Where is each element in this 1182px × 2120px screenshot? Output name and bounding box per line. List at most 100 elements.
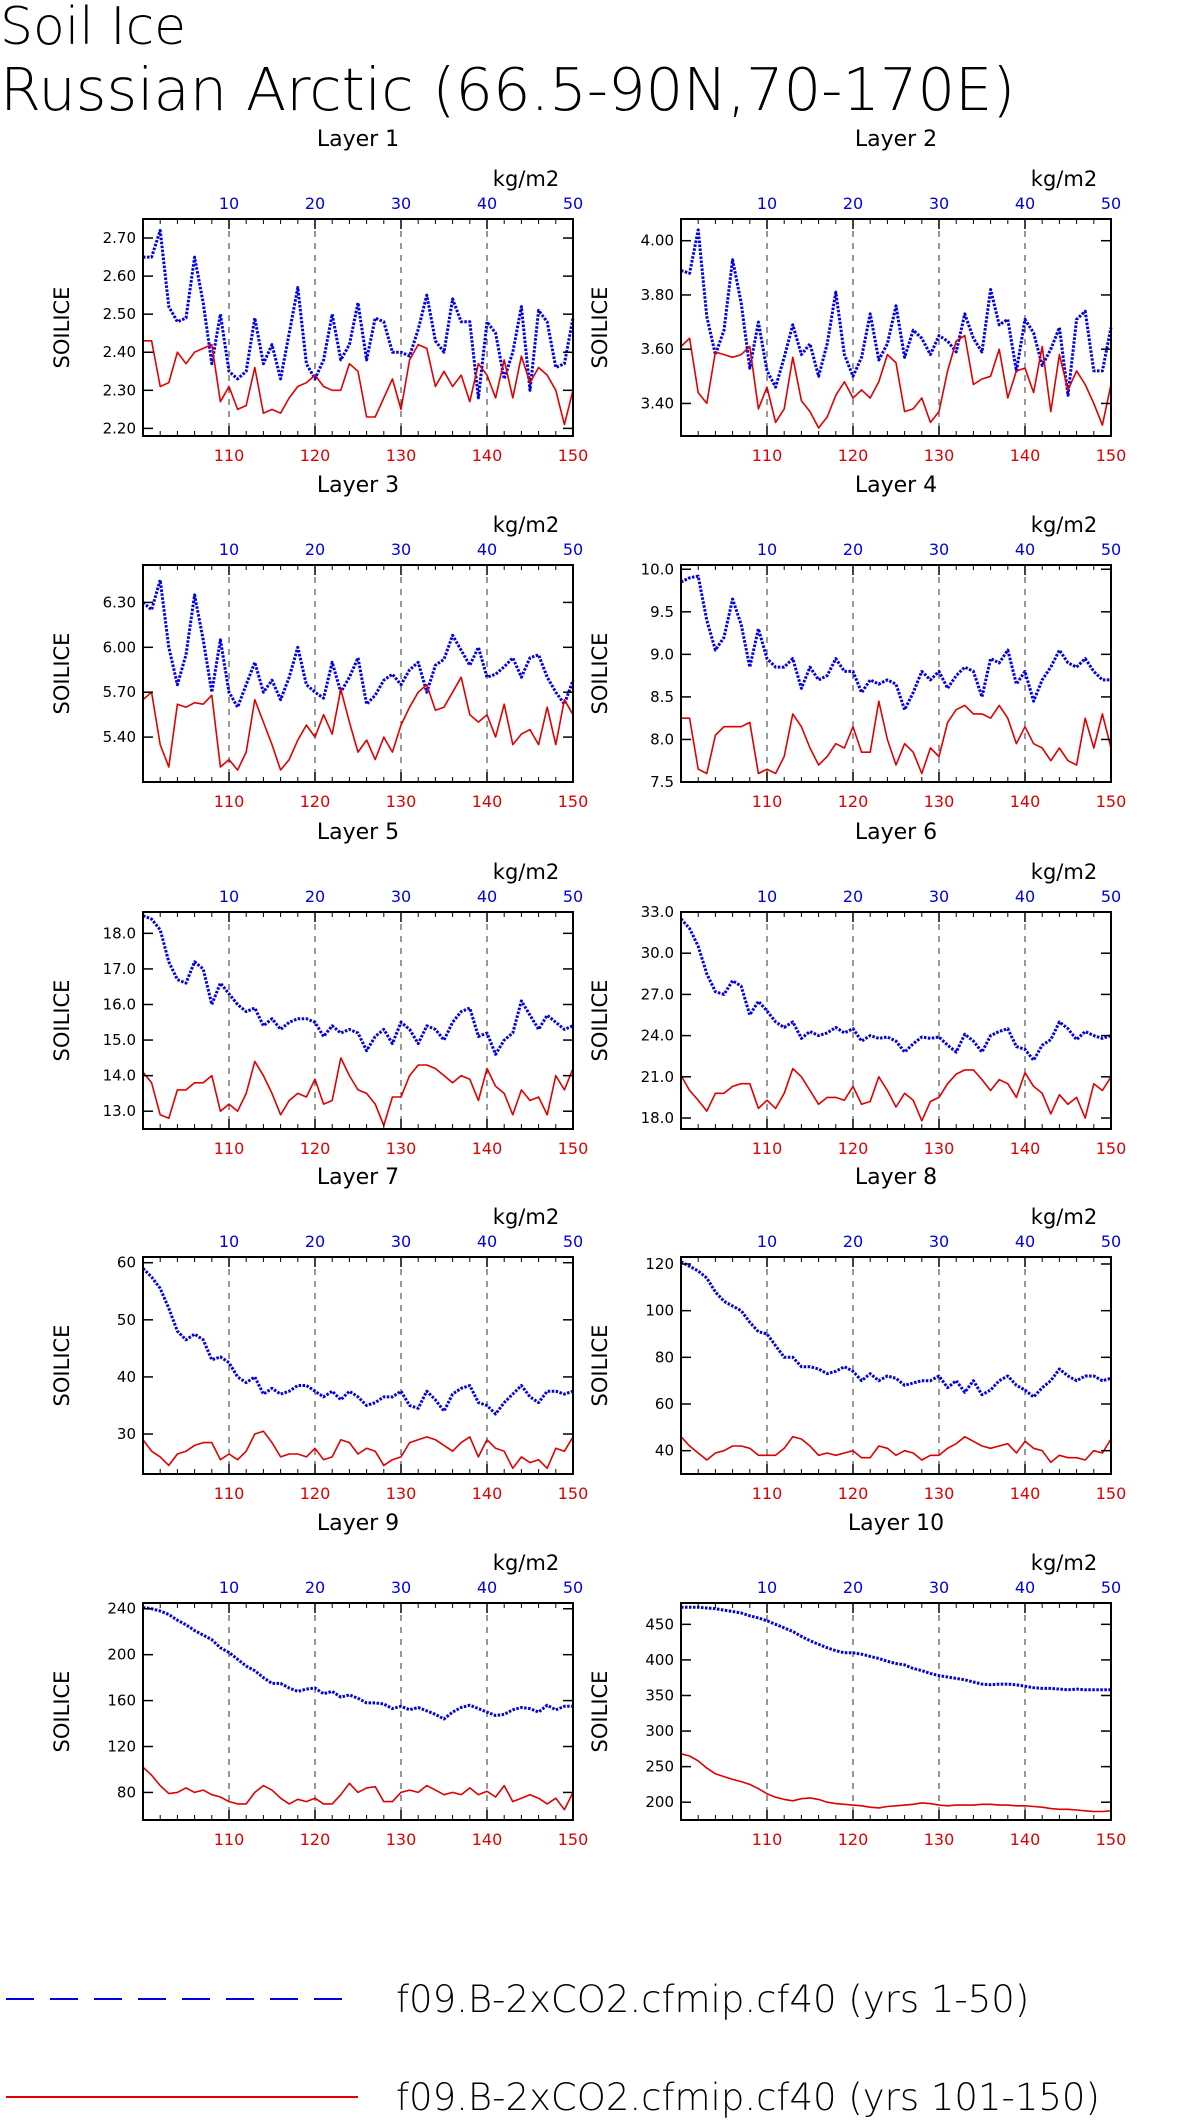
y-tick-label: 30 — [117, 1425, 136, 1443]
y-tick-label: 60 — [655, 1395, 674, 1413]
y-tick-label: 10.0 — [641, 560, 674, 578]
series-line-yrs-101-150 — [142, 1430, 574, 1470]
x-bottom-tick-label: 130 — [386, 1139, 417, 1158]
x-bottom-tick-label: 140 — [472, 1484, 503, 1503]
y-tick-label: 33.0 — [641, 903, 674, 921]
x-bottom-tick-label: 140 — [1010, 1139, 1041, 1158]
x-top-tick-label: 50 — [563, 1232, 583, 1251]
y-tick-label: 3.80 — [641, 286, 674, 304]
x-top-tick-label: 40 — [1015, 1578, 1035, 1597]
y-tick-label: 2.20 — [103, 419, 136, 437]
y-tick-label: 17.0 — [103, 960, 136, 978]
series-line-yrs-101-150 — [142, 1057, 574, 1127]
x-bottom-tick-label: 150 — [558, 1830, 589, 1849]
top-axis-units: kg/m2 — [493, 513, 559, 537]
x-top-tick-label: 50 — [563, 1578, 583, 1597]
x-bottom-tick-label: 120 — [838, 1830, 869, 1849]
x-top-tick-label: 10 — [757, 1232, 777, 1251]
x-bottom-tick-label: 150 — [1096, 446, 1127, 465]
y-tick-label: 120 — [107, 1738, 136, 1756]
panel-title: Layer 10 — [848, 1511, 944, 1536]
y-tick-label: 2.60 — [103, 267, 136, 285]
plot-frame — [680, 1602, 1112, 1821]
y-tick-label: 120 — [645, 1255, 674, 1273]
panel-title: Layer 1 — [317, 127, 399, 152]
chart-panel-1: Layer 1 kg/m2 SOILICE 10 110 20 120 30 130 40 140 5… — [50, 127, 588, 465]
x-top-tick-label: 30 — [929, 1578, 949, 1597]
plot-frame — [680, 911, 1112, 1130]
y-tick-label: 160 — [107, 1692, 136, 1710]
plot-frame — [142, 1602, 574, 1821]
x-top-tick-label: 10 — [757, 540, 777, 559]
series-line-yrs-1-50 — [680, 228, 1113, 397]
x-top-tick-label: 30 — [929, 887, 949, 906]
panel-title: Layer 5 — [317, 820, 399, 845]
x-bottom-tick-label: 130 — [386, 1830, 417, 1849]
series-line-yrs-1-50 — [142, 914, 574, 1056]
y-tick-label: 300 — [645, 1722, 674, 1740]
y-tick-label: 18.0 — [641, 1109, 674, 1127]
series-line-yrs-101-150 — [143, 339, 574, 426]
y-tick-label: 240 — [107, 1600, 136, 1618]
x-top-tick-label: 20 — [305, 887, 325, 906]
y-axis-label: SOILICE — [50, 1325, 74, 1407]
x-top-tick-label: 20 — [305, 194, 325, 213]
x-top-tick-label: 30 — [391, 887, 411, 906]
x-top-tick-label: 10 — [219, 1578, 239, 1597]
x-bottom-tick-label: 140 — [1010, 792, 1041, 811]
y-tick-label: 14.0 — [103, 1067, 136, 1085]
y-axis-label: SOILICE — [50, 633, 74, 715]
x-top-tick-label: 40 — [477, 194, 497, 213]
x-top-tick-label: 20 — [843, 540, 863, 559]
x-bottom-tick-label: 140 — [472, 792, 503, 811]
x-bottom-tick-label: 120 — [838, 446, 869, 465]
x-top-tick-label: 20 — [843, 887, 863, 906]
y-tick-label: 8.5 — [650, 688, 674, 706]
x-bottom-tick-label: 110 — [752, 446, 783, 465]
x-top-tick-label: 20 — [843, 1578, 863, 1597]
plot-frame — [680, 218, 1112, 437]
x-bottom-tick-label: 120 — [838, 792, 869, 811]
y-tick-label: 350 — [645, 1686, 674, 1704]
chart-panel-8: Layer 8 kg/m2 SOILICE 10 110 20 120 30 130 40 140 5… — [588, 1165, 1126, 1503]
y-tick-label: 40 — [655, 1442, 674, 1460]
y-tick-label: 9.5 — [650, 603, 674, 621]
y-axis-label: SOILICE — [588, 1671, 612, 1753]
y-tick-label: 60 — [117, 1254, 136, 1272]
x-top-tick-label: 10 — [219, 194, 239, 213]
x-top-tick-label: 30 — [391, 194, 411, 213]
y-axis-label: SOILICE — [50, 980, 74, 1062]
x-bottom-tick-label: 150 — [558, 1484, 589, 1503]
y-tick-label: 5.40 — [103, 728, 136, 746]
chart-panel-4: Layer 4 kg/m2 SOILICE 10 110 20 120 30 130 40 140 5… — [588, 473, 1126, 811]
plot-frame — [680, 1256, 1112, 1475]
x-bottom-tick-label: 150 — [558, 792, 589, 811]
y-tick-label: 15.0 — [103, 1031, 136, 1049]
figure-title-line1: Soil Ice — [0, 0, 186, 57]
x-bottom-tick-label: 140 — [1010, 1830, 1041, 1849]
x-bottom-tick-label: 130 — [386, 446, 417, 465]
series-line-yrs-101-150 — [680, 334, 1112, 429]
x-bottom-tick-label: 120 — [838, 1139, 869, 1158]
x-bottom-tick-label: 140 — [472, 446, 503, 465]
y-axis-label: SOILICE — [588, 980, 612, 1062]
x-top-tick-label: 50 — [1101, 887, 1121, 906]
x-top-tick-label: 50 — [1101, 1578, 1121, 1597]
y-axis-label: SOILICE — [588, 633, 612, 715]
y-tick-label: 5.70 — [103, 683, 136, 701]
x-top-tick-label: 20 — [843, 1232, 863, 1251]
plot-frame — [142, 911, 574, 1130]
legend-series1-label: f09.B-2xCO2.cfmip.cf40 (yrs 1-50) — [396, 1978, 1029, 2021]
series-line-yrs-1-50 — [679, 917, 1112, 1062]
y-tick-label: 6.30 — [103, 593, 136, 611]
x-bottom-tick-label: 120 — [300, 1484, 331, 1503]
series-line-yrs-101-150 — [681, 700, 1112, 775]
legend: f09.B-2xCO2.cfmip.cf40 (yrs 1-50) f09.B-… — [6, 1978, 1100, 2119]
legend-series2-label: f09.B-2xCO2.cfmip.cf40 (yrs 101-150) — [396, 2076, 1100, 2119]
y-tick-label: 200 — [645, 1793, 674, 1811]
y-tick-label: 3.60 — [641, 340, 674, 358]
top-axis-units: kg/m2 — [493, 1551, 559, 1575]
y-tick-label: 40 — [117, 1368, 136, 1386]
x-top-tick-label: 50 — [1101, 194, 1121, 213]
x-top-tick-label: 10 — [757, 1578, 777, 1597]
